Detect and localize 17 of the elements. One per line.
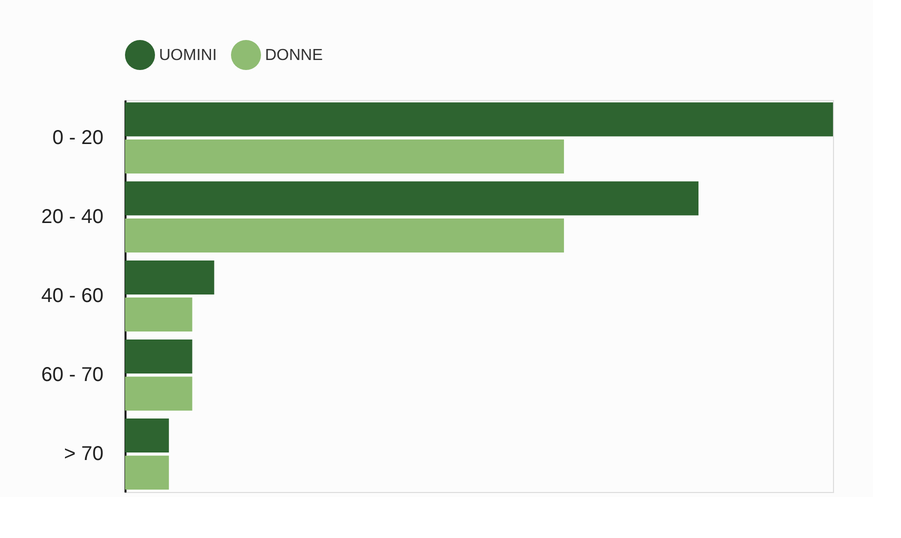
legend-label: DONNE [265, 47, 323, 64]
y-tick-label: 20 - 40 [41, 206, 104, 228]
y-tick-label: > 70 [64, 443, 104, 466]
bar [125, 260, 214, 294]
legend-label: UOMINI [159, 47, 217, 64]
bar [125, 418, 169, 453]
bar [125, 102, 833, 136]
y-tick-label: 60 - 70 [41, 364, 104, 386]
bar [125, 456, 169, 490]
y-tick-label: 40 - 60 [41, 285, 104, 307]
bar [125, 339, 192, 374]
bar [125, 139, 564, 174]
bar [125, 298, 192, 332]
y-tick-label: 0 - 20 [52, 126, 104, 149]
bar [125, 218, 564, 253]
bar [125, 376, 192, 411]
bar [125, 181, 698, 216]
